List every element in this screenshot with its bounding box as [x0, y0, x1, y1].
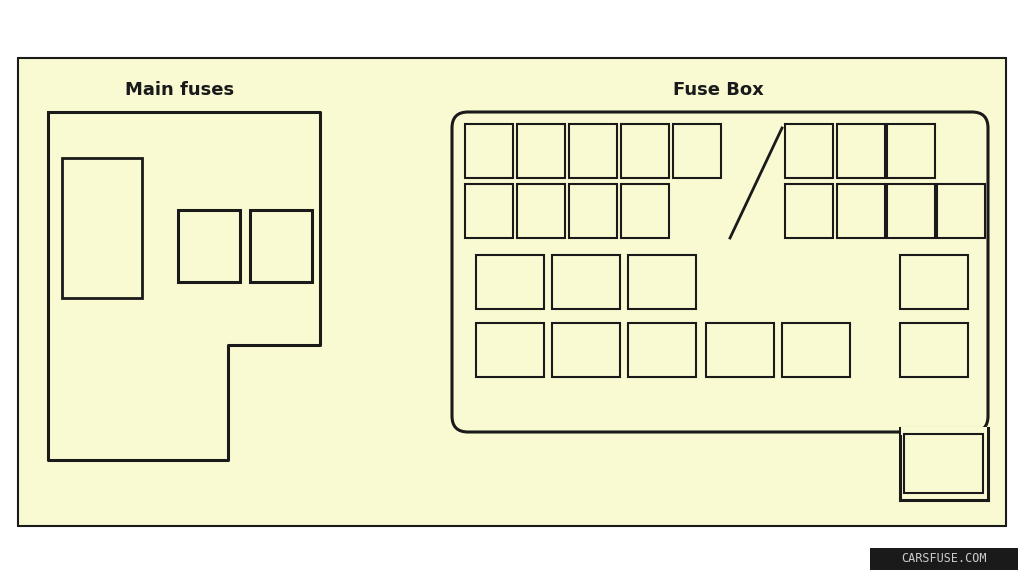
Text: (20): (20): [497, 275, 523, 289]
Bar: [901, 427, 987, 435]
Bar: [621, 184, 669, 238]
Text: (18): (18): [897, 204, 925, 218]
Bar: [837, 184, 885, 238]
Bar: [569, 124, 617, 178]
Text: CARSFUSE.COM: CARSFUSE.COM: [901, 552, 987, 566]
Text: Main fuses: Main fuses: [125, 81, 234, 99]
Bar: [904, 434, 983, 493]
Bar: [900, 428, 988, 500]
Bar: [628, 323, 696, 377]
Bar: [621, 124, 669, 178]
Text: (2): (2): [199, 238, 220, 253]
Text: (23): (23): [497, 343, 523, 357]
Bar: [476, 323, 544, 377]
Bar: [900, 323, 968, 377]
Text: (1): (1): [91, 221, 113, 236]
Bar: [250, 210, 312, 282]
Text: (27): (27): [803, 343, 829, 357]
Text: (13): (13): [527, 204, 555, 218]
Bar: [552, 255, 620, 309]
Text: (4): (4): [479, 145, 499, 157]
Text: (7): (7): [636, 145, 654, 157]
Bar: [552, 323, 620, 377]
Bar: [628, 255, 696, 309]
Text: (22): (22): [648, 275, 676, 289]
Text: (6): (6): [584, 145, 602, 157]
Text: (24): (24): [572, 343, 600, 357]
Text: (9): (9): [800, 145, 818, 157]
Bar: [569, 184, 617, 238]
Text: (29): (29): [921, 343, 947, 357]
Bar: [785, 124, 833, 178]
Text: Fuse Box: Fuse Box: [673, 81, 763, 99]
FancyBboxPatch shape: [452, 112, 988, 432]
Text: (21): (21): [572, 275, 600, 289]
Text: (30): (30): [921, 275, 947, 289]
Bar: [673, 124, 721, 178]
Bar: [465, 124, 513, 178]
Bar: [517, 184, 565, 238]
Bar: [900, 255, 968, 309]
Text: (25): (25): [648, 343, 676, 357]
Text: (14): (14): [580, 204, 606, 218]
Bar: [476, 255, 544, 309]
Bar: [178, 210, 240, 282]
Bar: [18, 58, 1006, 526]
Text: (17): (17): [848, 204, 874, 218]
Text: (16): (16): [796, 204, 822, 218]
Text: (5): (5): [531, 145, 550, 157]
Bar: [887, 184, 935, 238]
Bar: [706, 323, 774, 377]
Bar: [465, 184, 513, 238]
Bar: [870, 548, 1018, 570]
Bar: [837, 124, 885, 178]
Text: (19): (19): [947, 204, 975, 218]
Text: (11): (11): [897, 145, 925, 157]
Bar: [785, 184, 833, 238]
Bar: [517, 124, 565, 178]
Text: (28): (28): [930, 457, 956, 469]
Text: (12): (12): [475, 204, 503, 218]
Text: (26): (26): [726, 343, 754, 357]
Bar: [937, 184, 985, 238]
Bar: [62, 158, 142, 298]
Text: (3): (3): [270, 238, 292, 253]
Text: (15): (15): [632, 204, 658, 218]
Text: (8): (8): [688, 145, 707, 157]
Text: (10): (10): [848, 145, 874, 157]
Bar: [782, 323, 850, 377]
Bar: [887, 124, 935, 178]
